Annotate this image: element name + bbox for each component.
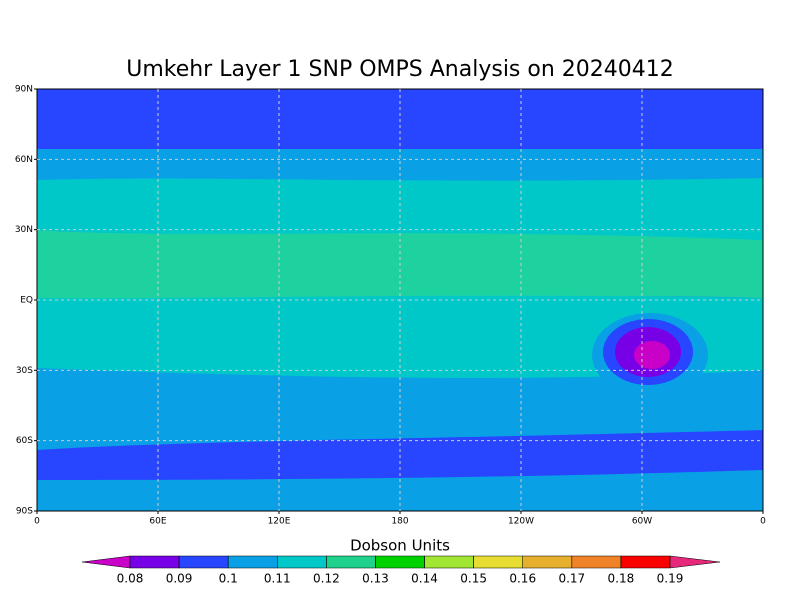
x-tick-label: 0 [34, 517, 40, 527]
colorbar-box [227, 555, 278, 569]
colorbar-box [129, 555, 180, 569]
y-tick-label: 30N [15, 225, 33, 235]
colorbar-box [277, 555, 327, 569]
colorbar-low-arrow [81, 555, 131, 569]
y-tick-label: 30S [16, 366, 33, 376]
colorbar-level-label: 0.13 [362, 572, 389, 586]
colorbar-level-label: 0.15 [460, 572, 487, 586]
colorbar-box [424, 555, 474, 569]
y-tick-label: 90S [16, 507, 33, 517]
colorbar-box [326, 555, 376, 569]
x-tick-label: 180 [391, 517, 408, 527]
x-tick-label: 60W [632, 517, 652, 527]
x-tick-label: 120E [268, 517, 291, 527]
y-tick-label: EQ [20, 296, 33, 306]
colorbar-box [375, 555, 425, 569]
colorbar-high-arrow [669, 555, 721, 569]
colorbar-box [571, 555, 622, 569]
x-tick-label: 120W [508, 517, 534, 527]
colorbar-level-label: 0.09 [166, 572, 193, 586]
colorbar-box [178, 555, 229, 569]
colorbar-level-label: 0.1 [219, 572, 238, 586]
x-tick-label: 0 [760, 517, 766, 527]
colorbar-level-label: 0.12 [313, 572, 340, 586]
colorbar-level-label: 0.08 [117, 572, 144, 586]
colorbar-level-label: 0.18 [608, 572, 635, 586]
colorbar-box [620, 555, 671, 569]
y-tick-label: 90N [15, 85, 33, 95]
colorbar-box [522, 555, 573, 569]
colorbar-title: Dobson Units [350, 537, 450, 555]
x-tick-label: 60E [149, 517, 166, 527]
y-tick-label: 60N [15, 155, 33, 165]
colorbar-level-label: 0.16 [509, 572, 536, 586]
colorbar-level-label: 0.17 [558, 572, 585, 586]
colorbar-level-label: 0.14 [411, 572, 438, 586]
colorbar-level-label: 0.11 [264, 572, 291, 586]
colorbar-level-label: 0.19 [657, 572, 684, 586]
y-tick-label: 60S [16, 436, 33, 446]
colorbar-box [473, 555, 523, 569]
map-title: Umkehr Layer 1 SNP OMPS Analysis on 2024… [126, 57, 674, 82]
